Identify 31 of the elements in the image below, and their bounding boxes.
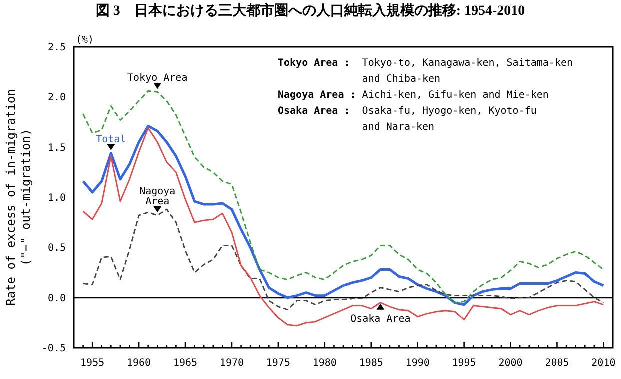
y-tick-label: 0.5 bbox=[48, 243, 66, 254]
y-tick-label: 2.5 bbox=[48, 42, 66, 54]
text: Osaka Area : Osaka-fu, Hyogo-ken, Kyoto-fu and Nara-ken bbox=[278, 106, 537, 133]
y-axis-title: Rate of excess of in-migration ("−" out-migration) bbox=[4, 89, 33, 306]
text: Tokyo Area : Tokyo-to, Kanagawa-ken, Saitama-ken and Chiba-ken bbox=[278, 58, 574, 85]
line-series bbox=[82, 208, 604, 311]
series-label: Total bbox=[96, 134, 126, 146]
series-label: Tokyo Area bbox=[128, 73, 188, 84]
x-tick-label: 1970 bbox=[220, 358, 244, 369]
y-tick-label: -0.5 bbox=[42, 344, 66, 355]
x-tick-label: 1975 bbox=[266, 358, 290, 369]
x-tick-label: 1995 bbox=[452, 358, 476, 369]
series-label: Nagoya Area bbox=[140, 186, 176, 208]
x-tick-label: 2010 bbox=[592, 358, 616, 369]
series-label: Osaka Area bbox=[350, 314, 411, 325]
chart-title: 図 3 日本における三大都市圏への人口純転入規模の推移: 1954-2010 bbox=[94, 2, 526, 20]
x-tick-label: 1960 bbox=[127, 358, 152, 369]
x-tick-label: 1965 bbox=[173, 358, 198, 369]
x-tick-label: 1985 bbox=[359, 358, 384, 369]
x-tick-label: 1955 bbox=[80, 358, 105, 369]
x-tick-label: 1980 bbox=[312, 358, 337, 369]
y-tick-label: 1.0 bbox=[48, 193, 66, 204]
x-tick-label: 1990 bbox=[406, 358, 430, 369]
annotation: Nagoya Area : Aichi-ken, Gifu-ken and Mie-ken bbox=[278, 89, 550, 103]
x-tick-label: 2000 bbox=[498, 358, 523, 369]
y-tick-label: 2.0 bbox=[48, 92, 66, 104]
line-series bbox=[82, 90, 604, 304]
y-tick-label: 1.5 bbox=[48, 142, 66, 154]
y-tick-label: 0.0 bbox=[48, 293, 66, 304]
x-tick-label: 2005 bbox=[545, 358, 570, 369]
text: (%) bbox=[76, 35, 94, 46]
